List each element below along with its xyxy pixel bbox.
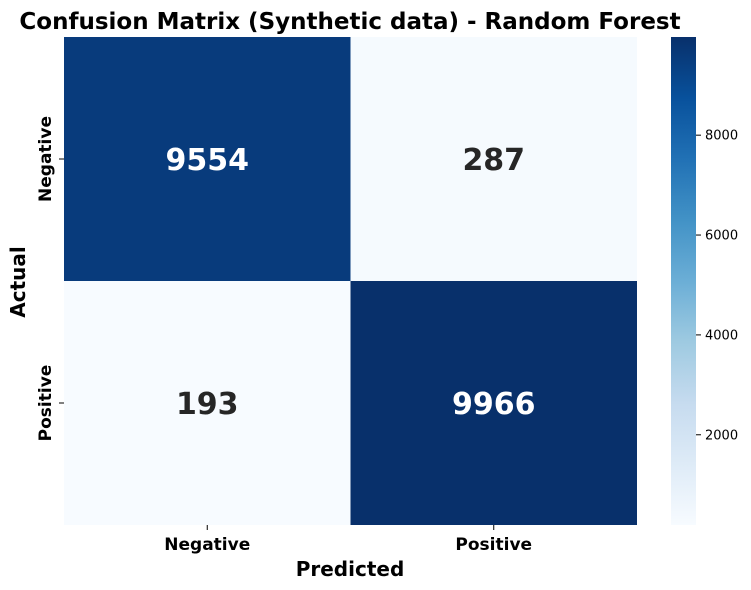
heatmap-cell: [350, 37, 637, 281]
colorbar-ticks: 2000 4000 6000 8000: [696, 129, 738, 443]
x-axis-label: Predicted: [296, 557, 405, 581]
colorbar-tick-label: 6000: [705, 229, 738, 244]
y-tick-label: Negative: [36, 116, 56, 202]
cell-value-label: 9966: [452, 387, 536, 422]
heatmap-cell: [350, 281, 637, 525]
cell-value-labels: 9554 287 193 9966: [166, 143, 536, 422]
y-tick-label: Positive: [36, 365, 56, 442]
colorbar-tick-label: 4000: [705, 328, 738, 343]
x-tick-label: Negative: [164, 535, 250, 555]
cell-value-label: 9554: [166, 143, 250, 178]
cell-value-label: 193: [176, 387, 239, 422]
heatmap-cell: [64, 281, 351, 525]
y-axis-label: Actual: [6, 246, 30, 317]
colorbar-tick-label: 8000: [705, 129, 738, 144]
colorbar: [671, 37, 696, 525]
x-axis-ticks: Negative Positive: [164, 525, 532, 555]
heatmap-cell: [64, 37, 351, 281]
y-axis-ticks: Negative Positive: [36, 116, 64, 441]
x-tick-label: Positive: [455, 535, 532, 555]
chart-title: Confusion Matrix (Synthetic data) - Rand…: [19, 9, 680, 35]
colorbar-tick-label: 2000: [705, 428, 738, 443]
cell-value-label: 287: [462, 143, 525, 178]
heatmap-cells: [64, 37, 637, 525]
